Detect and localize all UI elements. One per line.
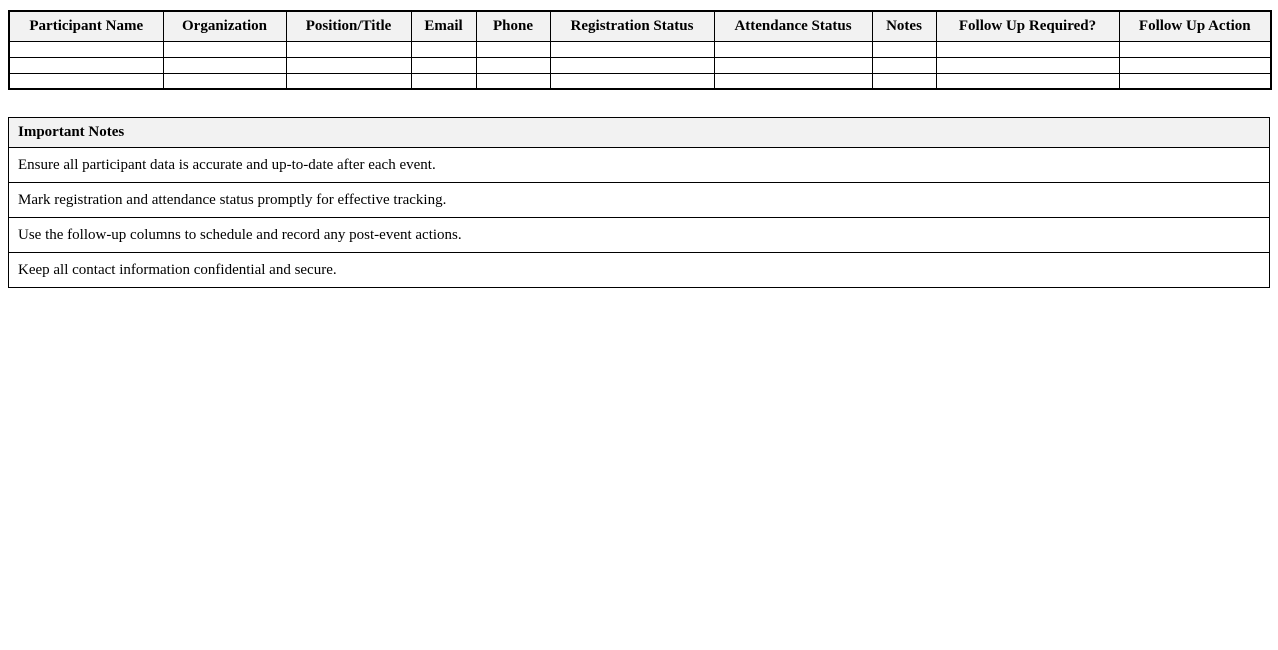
empty-cell[interactable] (549, 72, 715, 90)
note-row: Use the follow-up columns to schedule an… (8, 217, 1270, 253)
note-text: Ensure all participant data is accurate … (8, 147, 1270, 183)
empty-cell[interactable] (410, 56, 477, 74)
empty-cell[interactable] (935, 40, 1120, 58)
empty-cell[interactable] (285, 72, 412, 90)
empty-cell[interactable] (162, 72, 287, 90)
column-header-attendance-status: Attendance Status (713, 10, 873, 42)
note-row: Mark registration and attendance status … (8, 182, 1270, 218)
empty-cell[interactable] (285, 56, 412, 74)
note-text: Mark registration and attendance status … (8, 182, 1270, 218)
column-header-phone: Phone (475, 10, 551, 42)
empty-cell[interactable] (8, 72, 164, 90)
empty-cell[interactable] (410, 72, 477, 90)
empty-cell[interactable] (410, 40, 477, 58)
empty-cell[interactable] (935, 56, 1120, 74)
empty-cell[interactable] (713, 56, 873, 74)
empty-cell[interactable] (871, 40, 937, 58)
column-header-position-title: Position/Title (285, 10, 412, 42)
empty-cell[interactable] (871, 72, 937, 90)
empty-cell[interactable] (162, 56, 287, 74)
column-header-follow-up-required: Follow Up Required? (935, 10, 1120, 42)
empty-cell[interactable] (1118, 72, 1272, 90)
column-header-participant-name: Participant Name (8, 10, 164, 42)
empty-cell[interactable] (713, 40, 873, 58)
participants-header-row: Participant Name Organization Position/T… (8, 10, 1272, 42)
notes-header-row: Important Notes (8, 117, 1270, 148)
important-notes-table: Important Notes Ensure all participant d… (8, 117, 1270, 288)
empty-cell[interactable] (549, 56, 715, 74)
empty-cell[interactable] (475, 72, 551, 90)
note-text: Keep all contact information confidentia… (8, 252, 1270, 288)
column-header-organization: Organization (162, 10, 287, 42)
column-header-registration-status: Registration Status (549, 10, 715, 42)
participants-table: Participant Name Organization Position/T… (8, 10, 1272, 90)
empty-cell[interactable] (1118, 40, 1272, 58)
column-header-email: Email (410, 10, 477, 42)
empty-cell[interactable] (871, 56, 937, 74)
empty-cell[interactable] (475, 40, 551, 58)
empty-cell[interactable] (935, 72, 1120, 90)
empty-cell[interactable] (285, 40, 412, 58)
table-row (8, 72, 1272, 90)
empty-cell[interactable] (713, 72, 873, 90)
document-content: Participant Name Organization Position/T… (0, 0, 1278, 288)
column-header-follow-up-action: Follow Up Action (1118, 10, 1272, 42)
table-row (8, 56, 1272, 74)
empty-cell[interactable] (1118, 56, 1272, 74)
participants-table-body (8, 40, 1272, 90)
note-row: Keep all contact information confidentia… (8, 252, 1270, 288)
note-row: Ensure all participant data is accurate … (8, 147, 1270, 183)
notes-section-title: Important Notes (8, 117, 1270, 148)
note-text: Use the follow-up columns to schedule an… (8, 217, 1270, 253)
table-row (8, 40, 1272, 58)
empty-cell[interactable] (549, 40, 715, 58)
notes-table-body: Ensure all participant data is accurate … (8, 147, 1270, 288)
empty-cell[interactable] (8, 40, 164, 58)
empty-cell[interactable] (162, 40, 287, 58)
column-header-notes: Notes (871, 10, 937, 42)
empty-cell[interactable] (8, 56, 164, 74)
empty-cell[interactable] (475, 56, 551, 74)
